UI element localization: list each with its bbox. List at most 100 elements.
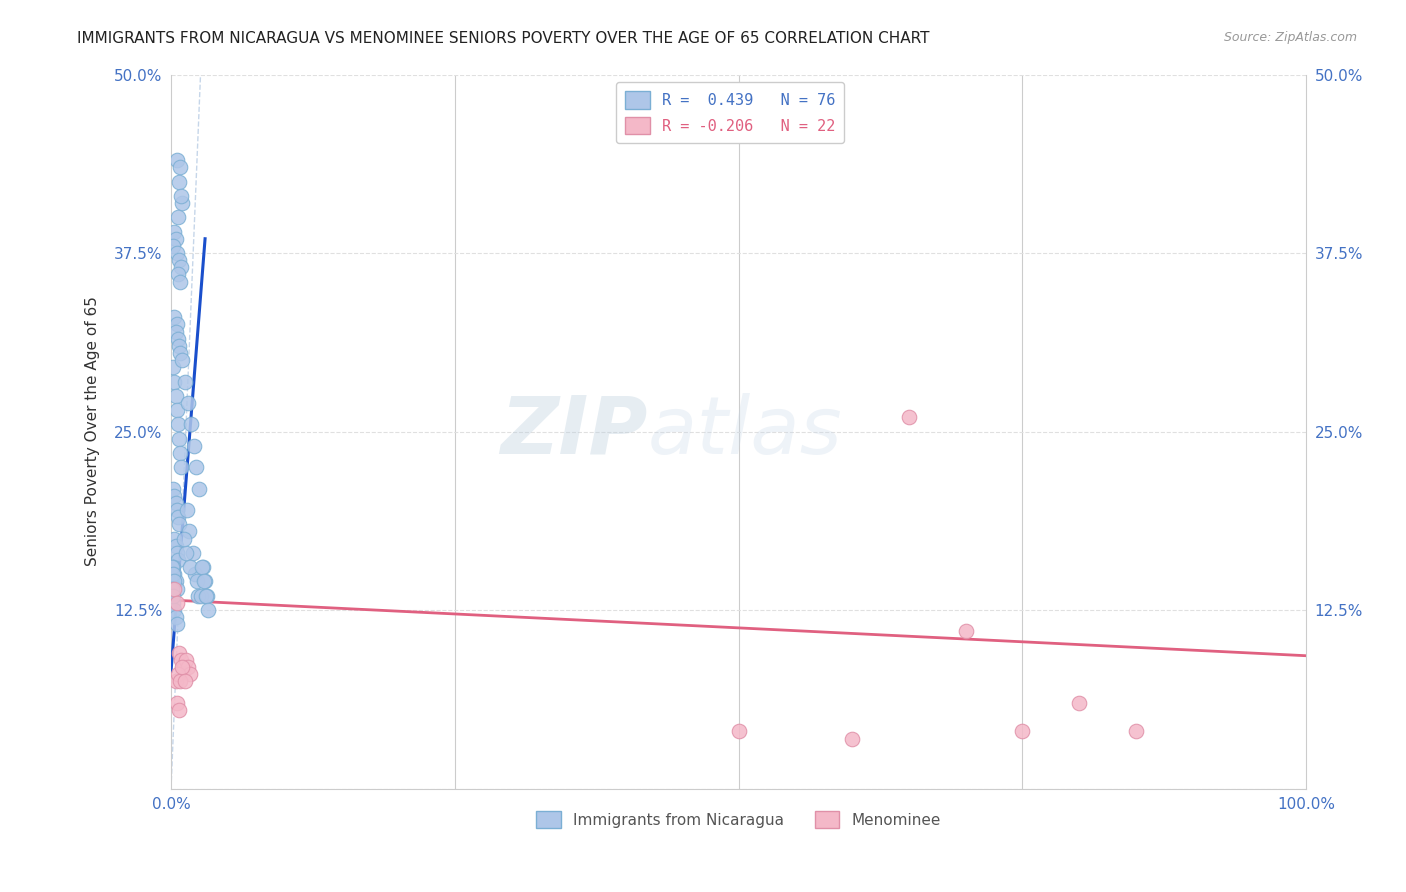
Point — [841, 731, 863, 746]
Point — [187, 589, 209, 603]
Point — [193, 574, 215, 589]
Point — [163, 567, 186, 582]
Point — [195, 589, 218, 603]
Point — [166, 696, 188, 710]
Point — [194, 574, 217, 589]
Point — [166, 211, 188, 225]
Point — [180, 417, 202, 432]
Point — [162, 482, 184, 496]
Point — [176, 503, 198, 517]
Point — [170, 460, 193, 475]
Point — [169, 346, 191, 360]
Point — [160, 582, 183, 596]
Point — [188, 482, 211, 496]
Point — [166, 667, 188, 681]
Point — [167, 175, 190, 189]
Point — [169, 446, 191, 460]
Point — [166, 417, 188, 432]
Point — [162, 589, 184, 603]
Point — [163, 532, 186, 546]
Point — [166, 546, 188, 560]
Text: ZIP: ZIP — [501, 392, 648, 470]
Point — [1011, 724, 1033, 739]
Point — [184, 567, 207, 582]
Point — [167, 339, 190, 353]
Point — [170, 653, 193, 667]
Text: atlas: atlas — [648, 392, 842, 470]
Point — [190, 589, 212, 603]
Point — [169, 161, 191, 175]
Point — [177, 660, 200, 674]
Point — [163, 375, 186, 389]
Point — [172, 353, 194, 368]
Point — [162, 596, 184, 610]
Point — [191, 560, 214, 574]
Point — [167, 253, 190, 268]
Point — [167, 517, 190, 532]
Point — [174, 546, 197, 560]
Point — [172, 196, 194, 211]
Point — [173, 375, 195, 389]
Point — [955, 624, 977, 639]
Point — [167, 432, 190, 446]
Point — [166, 332, 188, 346]
Point — [179, 560, 201, 574]
Point — [165, 539, 187, 553]
Point — [162, 560, 184, 574]
Point — [163, 489, 186, 503]
Point — [169, 275, 191, 289]
Point — [166, 503, 188, 517]
Point — [165, 325, 187, 339]
Point — [177, 396, 200, 410]
Point — [1067, 696, 1090, 710]
Point — [166, 246, 188, 260]
Point — [163, 582, 186, 596]
Point — [166, 596, 188, 610]
Point — [184, 460, 207, 475]
Point — [162, 360, 184, 375]
Point — [162, 567, 184, 582]
Point — [170, 260, 193, 275]
Point — [166, 153, 188, 168]
Point — [167, 703, 190, 717]
Point — [195, 589, 218, 603]
Point — [165, 232, 187, 246]
Point — [181, 546, 204, 560]
Point — [183, 439, 205, 453]
Point — [173, 660, 195, 674]
Point — [169, 674, 191, 689]
Point — [167, 646, 190, 660]
Point — [160, 560, 183, 574]
Point — [173, 532, 195, 546]
Point — [166, 582, 188, 596]
Point — [166, 268, 188, 282]
Point — [166, 553, 188, 567]
Point — [172, 660, 194, 674]
Text: Source: ZipAtlas.com: Source: ZipAtlas.com — [1223, 31, 1357, 45]
Point — [174, 653, 197, 667]
Legend: Immigrants from Nicaragua, Menominee: Immigrants from Nicaragua, Menominee — [530, 805, 946, 834]
Point — [165, 674, 187, 689]
Point — [166, 403, 188, 417]
Point — [163, 603, 186, 617]
Point — [1125, 724, 1147, 739]
Point — [163, 310, 186, 325]
Y-axis label: Seniors Poverty Over the Age of 65: Seniors Poverty Over the Age of 65 — [86, 296, 100, 566]
Point — [897, 410, 920, 425]
Point — [179, 524, 201, 539]
Point — [166, 510, 188, 524]
Point — [162, 239, 184, 253]
Point — [165, 496, 187, 510]
Point — [165, 574, 187, 589]
Point — [179, 667, 201, 681]
Point — [165, 389, 187, 403]
Point — [166, 318, 188, 332]
Text: IMMIGRANTS FROM NICARAGUA VS MENOMINEE SENIORS POVERTY OVER THE AGE OF 65 CORREL: IMMIGRANTS FROM NICARAGUA VS MENOMINEE S… — [77, 31, 929, 46]
Point — [165, 610, 187, 624]
Point — [173, 674, 195, 689]
Point — [727, 724, 749, 739]
Point — [190, 560, 212, 574]
Point — [160, 589, 183, 603]
Point — [170, 189, 193, 203]
Point — [186, 574, 208, 589]
